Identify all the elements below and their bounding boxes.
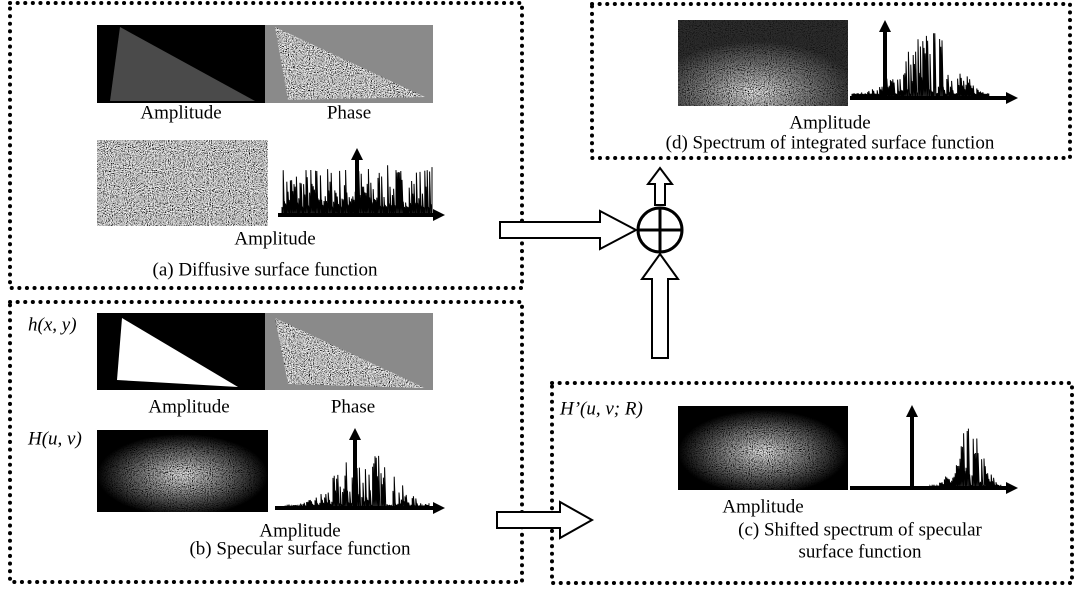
label: Amplitude bbox=[140, 102, 221, 123]
symbol: h(x, y) bbox=[28, 314, 77, 335]
caption: (d) Spectrum of integrated surface funct… bbox=[666, 132, 995, 153]
arrow bbox=[648, 168, 672, 205]
arrowhead bbox=[351, 148, 363, 160]
arrowhead bbox=[433, 502, 445, 514]
spectrum-plot bbox=[850, 405, 1018, 494]
symbol: H’(u, v; R) bbox=[559, 398, 643, 419]
diagram: Amplitude Phase Amplitude (a) Diffusive … bbox=[0, 0, 1077, 590]
caption: (a) Diffusive surface function bbox=[153, 259, 378, 280]
caption: (c) Shifted spectrum of specular bbox=[738, 519, 982, 540]
spectrum-noise bbox=[678, 20, 848, 106]
arrowhead bbox=[879, 20, 891, 32]
spectrum-noise bbox=[678, 406, 848, 490]
arrowhead bbox=[349, 428, 361, 440]
caption: (b) Specular surface function bbox=[189, 538, 411, 559]
label: Amplitude bbox=[148, 396, 229, 417]
spectrum-noise bbox=[97, 430, 268, 512]
spectrum-plot bbox=[278, 148, 445, 221]
caption: surface function bbox=[799, 541, 922, 562]
arrowhead bbox=[1006, 92, 1018, 104]
spectrum-trace bbox=[930, 429, 1001, 488]
spectrum-plot bbox=[275, 428, 445, 514]
spectrum-plot bbox=[850, 20, 1018, 104]
spectrum-trace bbox=[852, 33, 989, 98]
sum-symbol bbox=[638, 208, 682, 252]
arrowhead bbox=[906, 405, 918, 417]
label: Phase bbox=[331, 396, 375, 417]
label: Amplitude bbox=[234, 228, 315, 249]
noise-image bbox=[97, 140, 268, 226]
symbol: H(u, v) bbox=[27, 428, 82, 449]
arrowhead bbox=[1006, 482, 1018, 494]
arrowhead bbox=[433, 209, 445, 221]
arrow bbox=[497, 502, 592, 538]
label: Amplitude bbox=[722, 496, 803, 517]
label: Phase bbox=[327, 102, 371, 123]
label: Amplitude bbox=[789, 112, 870, 133]
arrow bbox=[642, 254, 678, 358]
